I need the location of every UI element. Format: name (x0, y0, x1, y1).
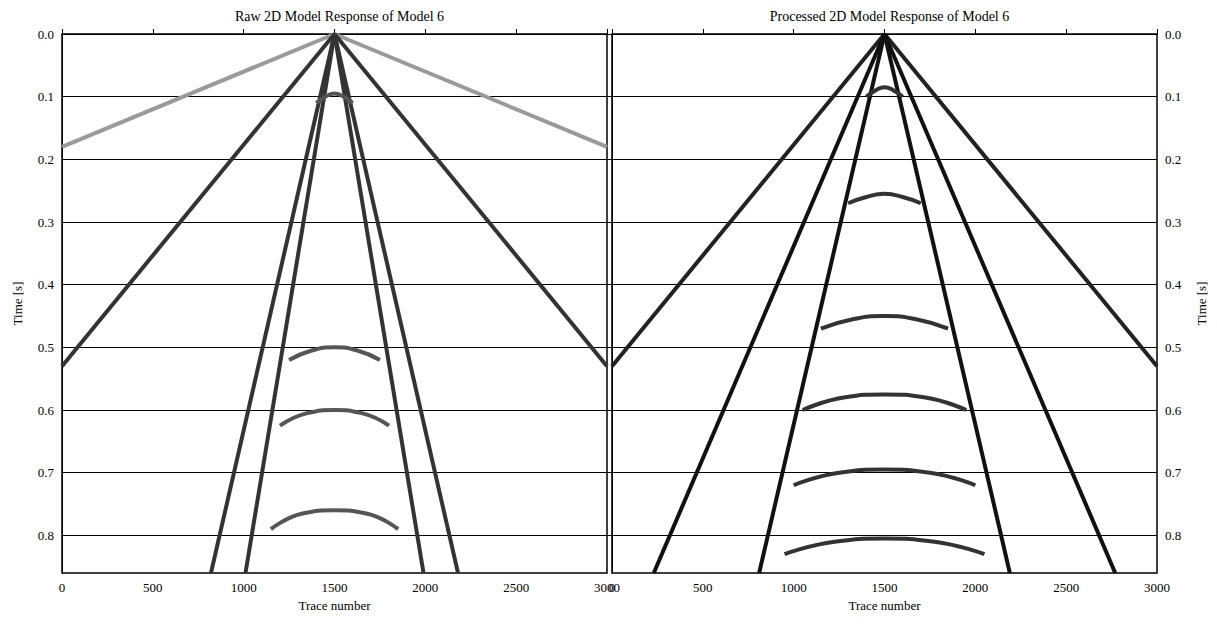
svg-text:0.8: 0.8 (1165, 528, 1181, 543)
svg-text:500: 500 (143, 580, 163, 595)
svg-text:0.5: 0.5 (1165, 340, 1181, 355)
svg-text:2000: 2000 (962, 580, 988, 595)
svg-text:0.6: 0.6 (1165, 403, 1182, 418)
svg-text:Time [s]: Time [s] (10, 282, 25, 326)
svg-text:0.1: 0.1 (38, 89, 54, 104)
svg-text:0.5: 0.5 (38, 340, 54, 355)
svg-text:0.3: 0.3 (38, 215, 54, 230)
svg-text:1500: 1500 (872, 580, 898, 595)
svg-text:2000: 2000 (412, 580, 438, 595)
svg-text:0.7: 0.7 (38, 465, 55, 480)
svg-text:0: 0 (609, 580, 616, 595)
svg-text:Time [s]: Time [s] (1194, 282, 1209, 326)
svg-text:0.8: 0.8 (38, 528, 54, 543)
svg-text:0.3: 0.3 (1165, 215, 1181, 230)
svg-text:0.0: 0.0 (1165, 27, 1181, 42)
svg-text:0.2: 0.2 (38, 152, 54, 167)
svg-text:2500: 2500 (503, 580, 529, 595)
svg-text:0.1: 0.1 (1165, 89, 1181, 104)
svg-text:0.2: 0.2 (1165, 152, 1181, 167)
svg-text:Trace number: Trace number (848, 598, 921, 613)
svg-text:Processed 2D Model Response of: Processed 2D Model Response of Model 6 (770, 9, 1010, 24)
svg-text:Trace number: Trace number (298, 598, 371, 613)
svg-text:0.6: 0.6 (38, 403, 55, 418)
svg-text:0: 0 (59, 580, 66, 595)
svg-text:0.4: 0.4 (38, 277, 55, 292)
svg-text:Raw 2D Model Response of Model: Raw 2D Model Response of Model 6 (235, 9, 444, 24)
svg-text:0.4: 0.4 (1165, 277, 1182, 292)
svg-text:0.7: 0.7 (1165, 465, 1182, 480)
svg-text:500: 500 (693, 580, 713, 595)
svg-text:3000: 3000 (594, 580, 620, 595)
svg-text:1000: 1000 (781, 580, 807, 595)
svg-text:3000: 3000 (1144, 580, 1170, 595)
svg-text:2500: 2500 (1053, 580, 1079, 595)
svg-text:0.0: 0.0 (38, 27, 54, 42)
svg-text:1500: 1500 (322, 580, 348, 595)
svg-text:1000: 1000 (231, 580, 257, 595)
